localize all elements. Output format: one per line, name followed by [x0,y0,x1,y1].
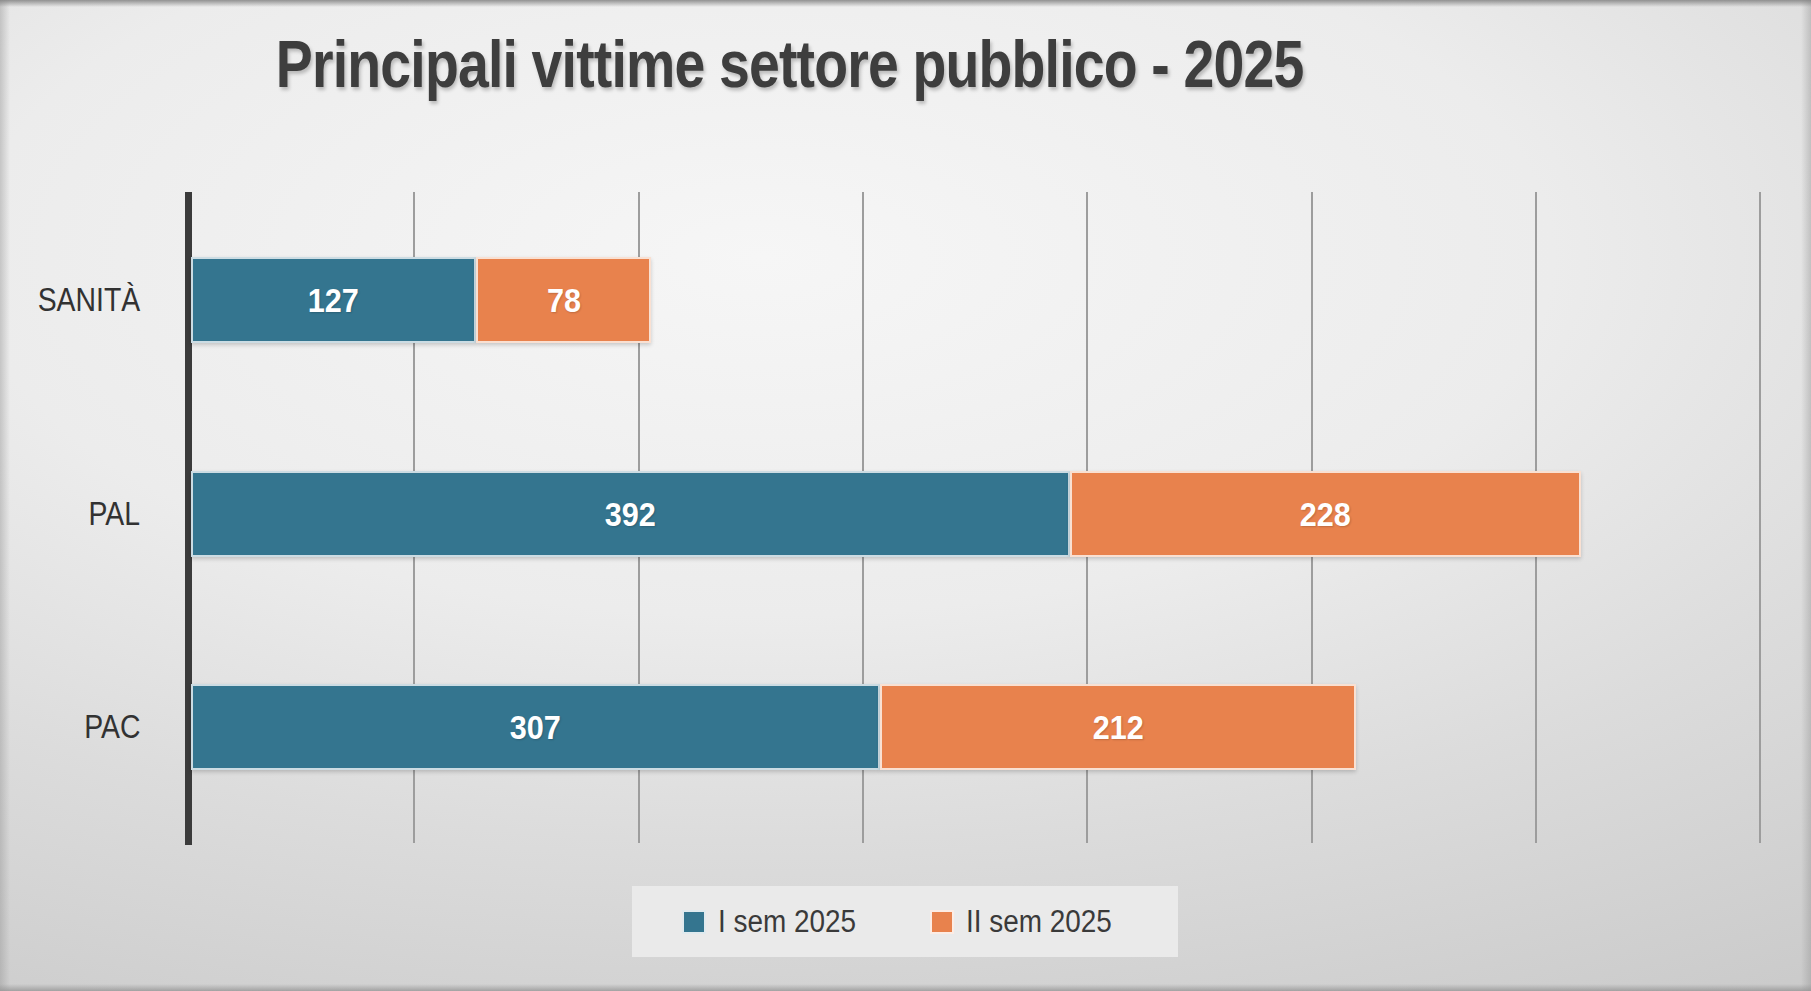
bar-segment-ii-sem: 78 [476,257,651,343]
category-label-text: PAL [88,495,140,533]
legend-item-ii-sem: II sem 2025 [930,904,1128,940]
category-label: PAL [0,471,140,557]
value-label: 307 [510,708,561,747]
value-label: 392 [605,495,656,534]
legend-label-i-sem: I sem 2025 [718,904,856,940]
category-label: SANITÀ [0,257,140,343]
legend-swatch-i-sem [682,910,706,934]
value-label: 78 [546,281,580,320]
category-label-text: SANITÀ [37,281,140,319]
legend: I sem 2025 II sem 2025 [632,886,1178,957]
legend-item-i-sem: I sem 2025 [682,904,871,940]
plot-area: SANITÀ 127 78 PAL 392 228 PAC 307 212 [0,0,1811,991]
value-label: 228 [1300,495,1351,534]
value-label: 127 [308,281,359,320]
gridline [1759,192,1761,843]
bar-segment-ii-sem: 228 [1070,471,1581,557]
category-label: PAC [0,684,140,770]
category-label-text: PAC [84,708,140,746]
bar-row: 392 228 [191,471,1581,557]
bar-segment-i-sem: 127 [191,257,476,343]
value-label: 212 [1092,708,1143,747]
bar-segment-i-sem: 392 [191,471,1070,557]
bar-segment-ii-sem: 212 [880,684,1356,770]
slide-background: Principali vittime settore pubblico - 20… [0,0,1811,991]
legend-label-ii-sem: II sem 2025 [966,904,1112,940]
legend-swatch-ii-sem [930,910,954,934]
bar-row: 307 212 [191,684,1356,770]
bar-segment-i-sem: 307 [191,684,880,770]
bar-row: 127 78 [191,257,651,343]
